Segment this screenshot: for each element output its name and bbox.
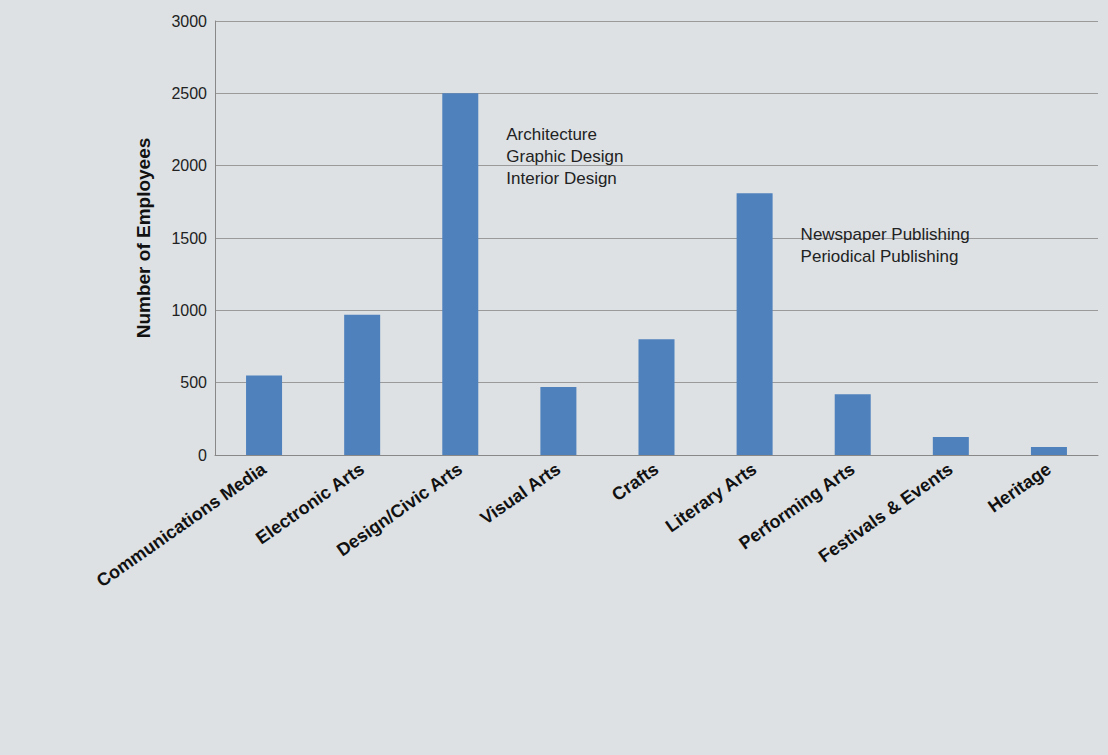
svg-text:Periodical Publishing: Periodical Publishing — [801, 247, 959, 266]
svg-text:1500: 1500 — [171, 230, 207, 247]
svg-text:Heritage: Heritage — [984, 459, 1054, 517]
svg-text:1000: 1000 — [171, 302, 207, 319]
svg-text:Graphic Design: Graphic Design — [506, 147, 623, 166]
svg-text:Design/Civic Arts: Design/Civic Arts — [333, 459, 466, 561]
svg-text:Number of Employees: Number of Employees — [133, 138, 154, 339]
svg-text:Newspaper Publishing: Newspaper Publishing — [801, 225, 970, 244]
svg-text:2000: 2000 — [171, 157, 207, 174]
svg-text:Electronic Arts: Electronic Arts — [252, 458, 368, 549]
svg-text:500: 500 — [180, 374, 207, 391]
svg-text:Performing Arts: Performing Arts — [735, 458, 859, 554]
svg-text:Literary Arts: Literary Arts — [662, 459, 761, 536]
svg-text:3000: 3000 — [171, 13, 207, 30]
svg-text:Communications Media: Communications Media — [93, 458, 271, 591]
svg-text:Festivals & Events: Festivals & Events — [815, 459, 957, 567]
svg-text:Crafts: Crafts — [608, 459, 662, 505]
svg-text:Visual Arts: Visual Arts — [476, 459, 564, 529]
svg-text:2500: 2500 — [171, 85, 207, 102]
svg-text:Interior Design: Interior Design — [506, 169, 617, 188]
svg-text:0: 0 — [198, 447, 207, 464]
svg-text:Architecture: Architecture — [506, 125, 597, 144]
